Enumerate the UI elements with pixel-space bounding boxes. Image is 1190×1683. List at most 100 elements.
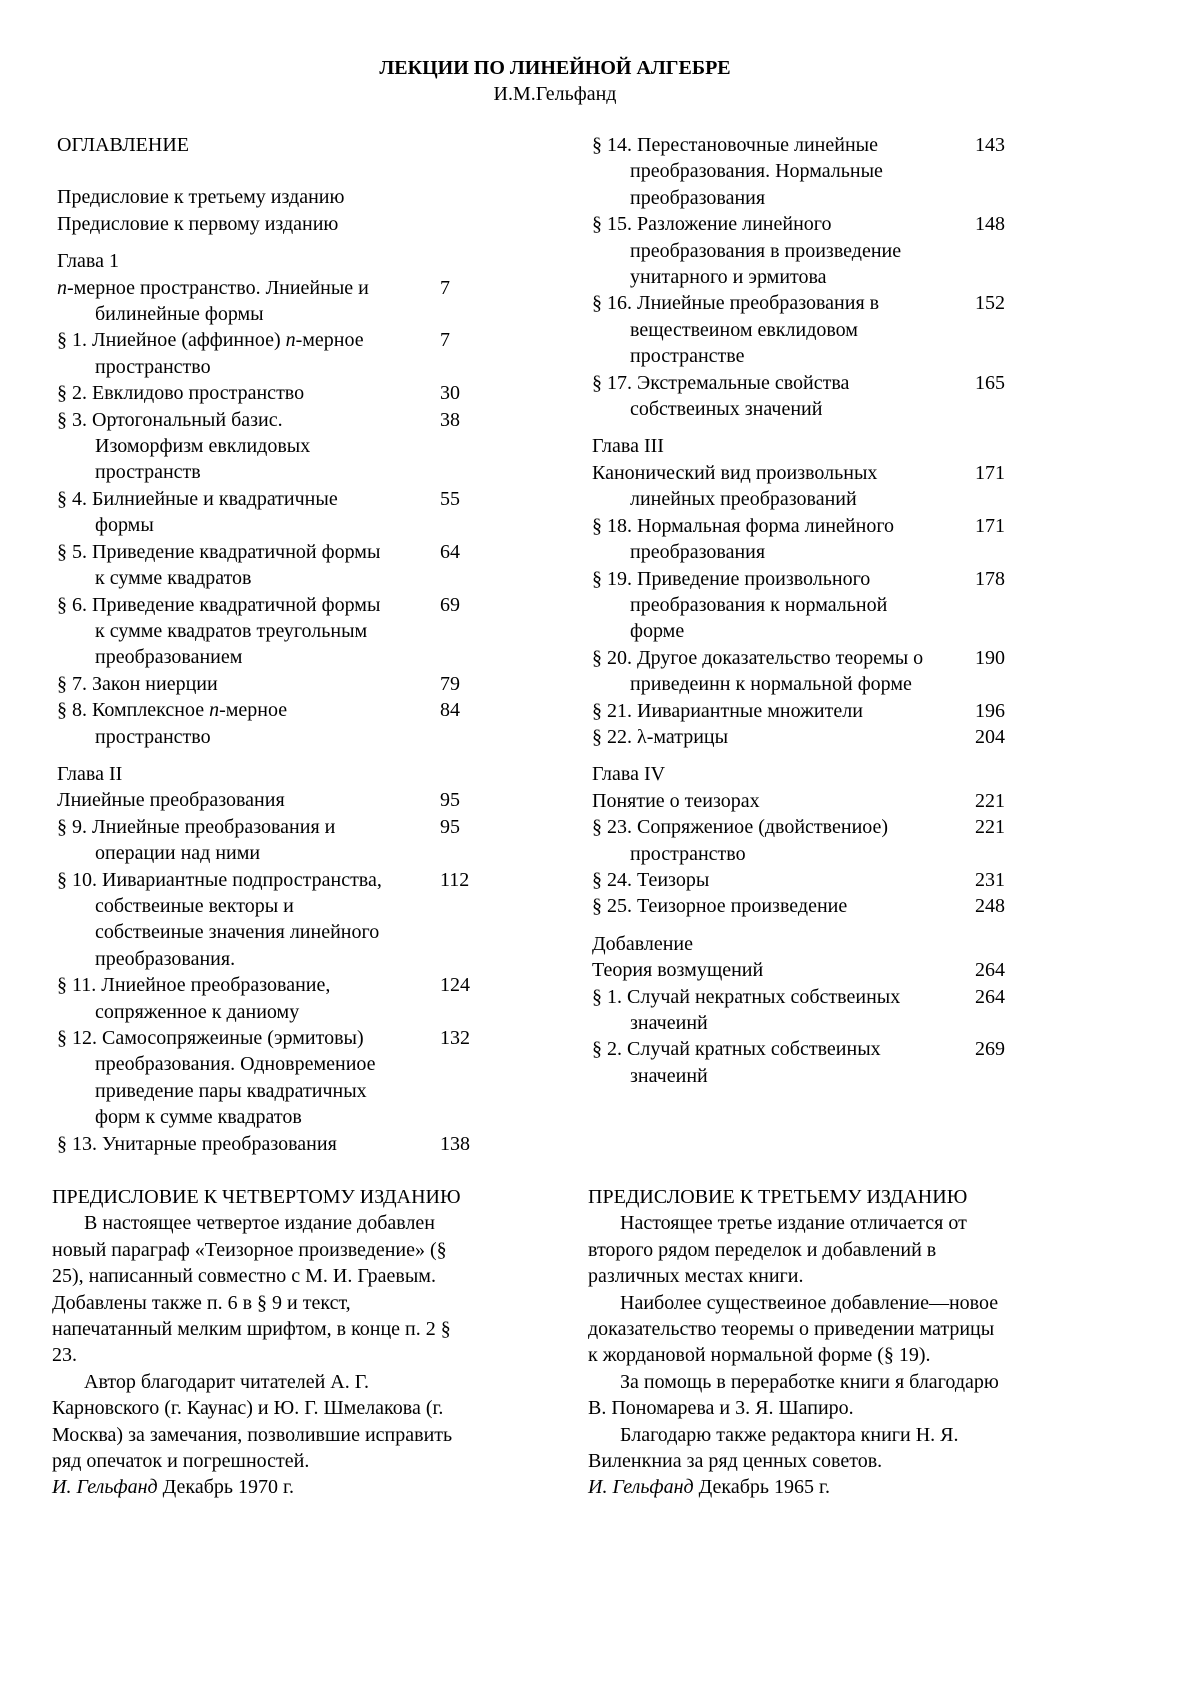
page-number: 152 <box>975 292 1005 315</box>
page-number: 221 <box>975 816 1005 839</box>
toc-entry: n-мерное пространство. Лниейные и билиней… <box>57 275 527 328</box>
entry-line: пространство <box>630 842 746 865</box>
page-number: 79 <box>440 672 460 695</box>
toc-entry: Лниейные преобразования 95 <box>57 787 527 813</box>
page-number: 132 <box>440 1027 470 1049</box>
entry-line: ОГЛАВЛЕНИЕ <box>57 134 189 156</box>
entry-line: преобразования в произведение <box>630 239 902 262</box>
preface-line: Добавлены также п. 6 в § 9 и текст, <box>52 1290 532 1316</box>
entry-line: § 24. Теизоры <box>592 868 710 891</box>
toc-entry: § 7. Закон ниерции 79 <box>57 671 527 697</box>
page-number: 269 <box>975 1038 1005 1061</box>
preface-line: 23. <box>52 1342 532 1368</box>
entry-line: Теория возмущений <box>592 959 764 982</box>
text-segment: Благодарю также редактора книги Н. Я. <box>620 1423 959 1446</box>
entry-line: § 25. Теизорное произведение <box>592 895 848 918</box>
text-segment: За помощь в переработке книги я благодар… <box>620 1370 999 1393</box>
preface-line: В настоящее четвертое издание добавлен <box>84 1210 532 1236</box>
italic-text: n <box>57 276 67 299</box>
document-title: ЛЕКЦИИ ПО ЛИНЕЙНОЙ АЛГЕБРЕ <box>379 57 731 79</box>
italic-text: n <box>209 699 220 722</box>
entry-line: § 1. Случай некратных собствеиных <box>592 985 901 1008</box>
page-number: 95 <box>440 789 460 812</box>
entry-line: Глава II <box>57 762 123 785</box>
toc-entry: § 5. Приведение квадратичной формы к сумм… <box>57 539 527 592</box>
preface-title: ПРЕДИСЛОВИЕ К ЧЕТВЕРТОМУ ИЗДАНИЮ <box>52 1186 461 1208</box>
toc-entry: § 2. Случай кратных собствеиных значеинй 2… <box>592 1036 1062 1089</box>
entry-line: § 23. Сопряжениое (двойствениое) <box>592 816 889 839</box>
text-segment: -мерное <box>219 699 288 722</box>
entry-line: Глава IV <box>592 763 666 786</box>
entry-line: Понятие о теизорах <box>592 789 760 812</box>
toc-entry: Канонический вид произвольных линейных пр… <box>592 460 1062 513</box>
page-number: 138 <box>440 1132 470 1155</box>
entry-line: формы <box>95 514 154 537</box>
preface-line: второго рядом переделок и добавлений в <box>588 1237 1068 1263</box>
preface-fourth-edition: ПРЕДИСЛОВИЕ К ЧЕТВЕРТОМУ ИЗДАНИЮ В насто… <box>52 1184 532 1501</box>
entry-line: значеинй <box>630 1012 708 1034</box>
entry-line: § 22. λ-матрицы <box>592 725 729 748</box>
page-number: 165 <box>975 371 1005 394</box>
text-segment: Настоящее третье издание отличается от <box>620 1212 967 1235</box>
text-segment: Декабрь 1970 г. <box>157 1476 294 1499</box>
text-segment: различных местах книги. <box>588 1265 804 1288</box>
page-number: 264 <box>975 959 1005 982</box>
entry-line: преобразования. Одновремениое <box>95 1053 376 1076</box>
page-number: 143 <box>975 134 1005 156</box>
toc-entry: § 11. Лниейное преобразование, сопряженно… <box>57 972 527 1025</box>
toc-entry: § 6. Приведение квадратичной формы к сумм… <box>57 592 527 671</box>
document-author: И.М.Гельфанд <box>493 83 617 105</box>
toc-entry: § 2. Евклидово пространство 30 <box>57 380 527 406</box>
entry-line: Глава 1 <box>57 250 119 273</box>
page-number: 95 <box>440 815 460 838</box>
entry-line: § 16. Лниейные преобразования в <box>592 292 880 315</box>
entry-line: форм к сумме квадратов <box>95 1106 302 1129</box>
chapter-heading: Глава IV <box>592 761 1062 787</box>
toc-entry: § 14. Перестановочные линейные преобразов… <box>592 132 1062 211</box>
page-number: 248 <box>975 895 1005 918</box>
preface-line: И. Гельфанд Декабрь 1965 г. <box>588 1474 1068 1500</box>
page-number: 112 <box>440 868 470 891</box>
entry-line: Изоморфизм евклидовых <box>95 435 311 458</box>
text-segment: Автор благодарит читателей А. Г. <box>84 1370 370 1393</box>
toc-text: ОГЛАВЛЕНИЕ <box>57 132 527 158</box>
entry-line: Добавление <box>592 932 694 955</box>
preface-line: И. Гельфанд Декабрь 1970 г. <box>52 1474 532 1500</box>
entry-line: § 2. Случай кратных собствеиных <box>592 1038 881 1061</box>
entry-line: пространстве <box>630 345 745 368</box>
toc-entry: § 9. Лниейные преобразования и операции н… <box>57 814 527 867</box>
toc-left-column: ОГЛАВЛЕНИЕ Предисловие к третьему изданию… <box>57 132 527 1157</box>
page-number: 69 <box>440 593 460 616</box>
toc-text: Предисловие к третьему изданию <box>57 184 527 210</box>
page-number: 178 <box>975 567 1005 590</box>
entry-line: § 6. Приведение квадратичной формы <box>57 593 381 616</box>
entry-line: преобразованием <box>95 646 243 669</box>
toc-entry: § 15. Разложение линейного преобразования… <box>592 211 1062 290</box>
toc-text: Предисловие к первому изданию <box>57 211 527 237</box>
text-segment: ряд опечаток и погрешностей. <box>52 1450 310 1473</box>
preface-line: новый параграф «Теизорное произведение» … <box>52 1237 532 1263</box>
entry-line: Лниейные преобразования <box>57 789 285 812</box>
preface-line: ряд опечаток и погрешностей. <box>52 1448 532 1474</box>
toc-entry: § 3. Ортогональный базис. Изоморфизм евкл… <box>57 407 527 486</box>
toc-entry: Понятие о теизорах 221 <box>592 788 1062 814</box>
entry-line: преобразования. Нормальные <box>630 160 883 183</box>
text-segment: 25), написанный совместно с М. И. Граевы… <box>52 1265 436 1288</box>
entry-line: § 20. Другое доказательство теоремы о <box>592 646 924 669</box>
text-segment: § 1. Лниейное (аффинное) <box>57 329 286 352</box>
text-segment: Добавлены также п. 6 в § 9 и текст, <box>52 1291 351 1314</box>
toc-entry: § 16. Лниейные преобразования в веществеи… <box>592 290 1062 369</box>
entry-line: n-мерное пространство. Лниейные и <box>57 275 527 301</box>
entry-line: § 1. Лниейное (аффинное) n-мерное <box>57 327 527 353</box>
preface-line: В. Пономарева и 3. Я. Шапиро. <box>588 1395 1068 1421</box>
page-number: 55 <box>440 487 460 510</box>
entry-line: пространств <box>95 461 201 484</box>
entry-line: преобразования <box>630 186 766 209</box>
entry-line: унитарного и эрмитова <box>630 266 827 289</box>
text-segment: -мерное пространство. Лниейные и <box>67 276 369 299</box>
text-segment: 23. <box>52 1344 77 1367</box>
toc-entry: § 17. Экстремальные свойства собствеиных … <box>592 370 1062 423</box>
preface-third-edition: ПРЕДИСЛОВИЕ К ТРЕТЬЕМУ ИЗДАНИЮ Настоящее… <box>588 1184 1068 1501</box>
toc-right-column: § 14. Перестановочные линейные преобразов… <box>592 132 1062 1089</box>
page-number: 196 <box>975 699 1005 722</box>
